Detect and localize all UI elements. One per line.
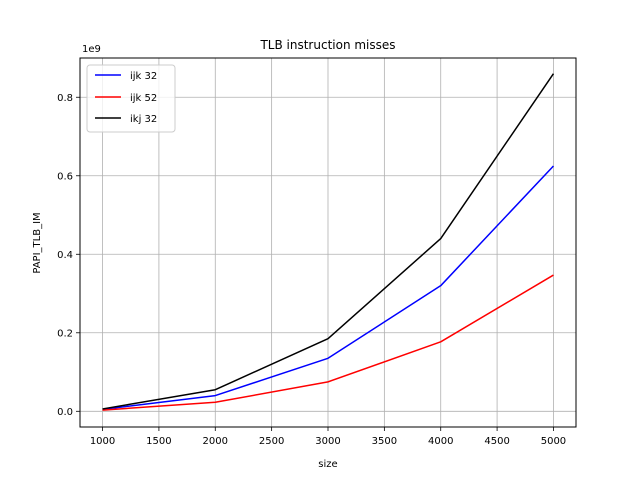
series-line-ijk-52 (102, 274, 554, 411)
x-tick-label: 4500 (484, 436, 509, 447)
x-tick-label: 3000 (315, 436, 340, 447)
series-lines (102, 73, 555, 411)
x-tick-label: 2000 (203, 436, 228, 447)
series-line-ikj-32 (102, 73, 555, 410)
legend: ijk 32 ijk 52 ikj 32 (86, 64, 176, 133)
series-line-ijk-32 (102, 165, 555, 411)
y-tick-label: 0.2 (57, 328, 73, 339)
x-tick-label: 3500 (372, 436, 397, 447)
y-tick-label: 0.0 (57, 407, 73, 418)
legend-label-ijk-32: ijk 32 (130, 71, 157, 82)
y-axis-offset-label: 1e9 (82, 44, 101, 55)
x-tick-label: 1500 (146, 436, 171, 447)
legend-label-ijk-52: ijk 52 (130, 93, 157, 104)
x-tick-label: 5000 (541, 436, 566, 447)
x-axis-label: size (318, 459, 337, 470)
x-tick-label: 1000 (90, 436, 115, 447)
y-tick-label: 0.8 (57, 93, 73, 104)
chart-title: TLB instruction misses (259, 38, 395, 52)
y-tick-label: 0.6 (57, 171, 73, 182)
grid (80, 58, 576, 427)
y-tick-label: 0.4 (57, 250, 73, 261)
y-axis-ticks: 0.0 0.2 0.4 0.6 0.8 (57, 93, 80, 418)
x-axis-ticks: 1000 1500 2000 2500 3000 3500 4000 4500 5000 (90, 427, 566, 447)
y-axis-label: PAPI_TLB_IM (32, 212, 43, 273)
x-tick-label: 4000 (428, 436, 453, 447)
x-tick-label: 2500 (259, 436, 284, 447)
legend-label-ikj-32: ikj 32 (130, 114, 157, 125)
legend-box (86, 64, 176, 133)
